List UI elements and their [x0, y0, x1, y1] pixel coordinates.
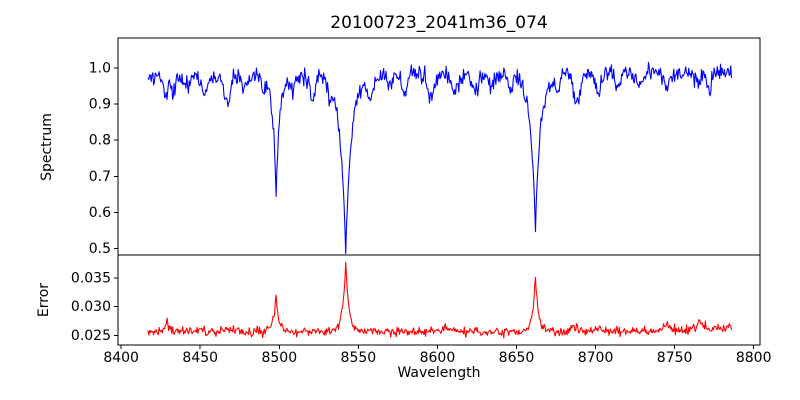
x-tick-label: 8400	[103, 350, 139, 366]
spectrum-y-tick-label: 0.5	[89, 241, 111, 257]
x-tick-label: 8600	[420, 350, 456, 366]
x-tick-label: 8550	[341, 350, 377, 366]
chart-title: 20100723_2041m36_074	[330, 13, 548, 33]
x-axis-label: Wavelength	[397, 365, 481, 381]
spectrum-y-tick-label: 0.9	[89, 97, 111, 113]
x-tick-label: 8700	[578, 350, 614, 366]
error-y-tick-label: 0.030	[71, 299, 111, 315]
spectrum-y-tick-label: 0.6	[89, 205, 111, 221]
error-y-tick-label: 0.025	[71, 328, 111, 344]
error-panel-frame	[117, 254, 761, 346]
x-tick-label: 8650	[499, 350, 535, 366]
spectrum-y-tick-label: 0.8	[89, 133, 111, 149]
spectrum-panel-frame	[117, 37, 761, 256]
spectrum-series-line	[147, 61, 733, 255]
x-tick-label: 8800	[736, 350, 772, 366]
x-tick-label: 8500	[261, 350, 297, 366]
spectrum-y-tick-label: 1.0	[89, 60, 111, 76]
error-series-line	[147, 261, 733, 339]
x-tick-label: 8750	[657, 350, 693, 366]
error-y-tick-label: 0.035	[71, 270, 111, 286]
spectrum-y-tick-label: 0.7	[89, 169, 111, 185]
x-tick-label: 8450	[182, 350, 218, 366]
